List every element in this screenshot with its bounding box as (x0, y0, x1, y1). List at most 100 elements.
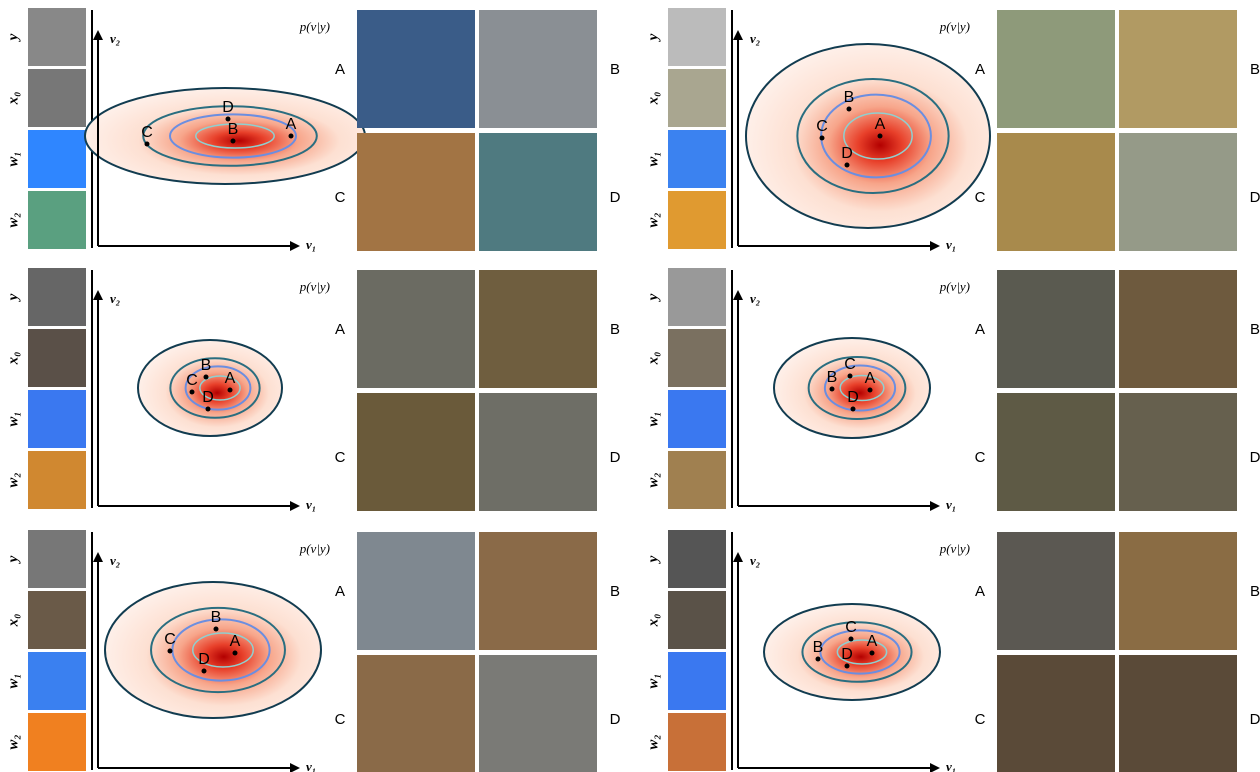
density-label: p(v|y) (299, 279, 330, 294)
y-arrow (93, 30, 103, 40)
image-label: C (975, 449, 986, 466)
image-label: D (610, 189, 621, 206)
density (773, 337, 931, 439)
point-label: D (222, 99, 234, 116)
point-label: A (867, 633, 878, 650)
row-label: y (5, 555, 21, 564)
thumbnail (28, 268, 86, 326)
image-label: B (1250, 61, 1260, 78)
point (230, 138, 236, 144)
row-label: w₁ (5, 151, 21, 166)
contour (796, 77, 950, 195)
thumbnail (28, 713, 86, 771)
thumbnail (668, 130, 726, 188)
point (201, 668, 207, 674)
y-arrow (93, 552, 103, 562)
image-label: B (1250, 583, 1260, 600)
sample-image (1119, 133, 1237, 251)
contour (184, 365, 252, 411)
sample-image (997, 532, 1115, 650)
thumbnail (668, 451, 726, 509)
sample-image (357, 532, 475, 650)
density-label: p(v|y) (939, 279, 970, 294)
contour (836, 639, 888, 665)
thumbnail (28, 130, 86, 188)
image-label: D (610, 449, 621, 466)
point (829, 386, 835, 392)
image-label: A (975, 583, 985, 600)
axis-x-label: v₁ (306, 759, 316, 772)
y-arrow (733, 290, 743, 300)
point-label: D (198, 651, 210, 668)
point (869, 650, 875, 656)
image-label: D (610, 711, 621, 728)
point-label: D (847, 389, 859, 406)
thumbnail (28, 652, 86, 710)
sample-image (997, 270, 1115, 388)
point-label: C (164, 631, 176, 648)
point-label: C (141, 124, 153, 141)
contour (819, 629, 901, 675)
contour (142, 105, 318, 167)
row-label: w₁ (645, 151, 661, 166)
thumbnail (28, 329, 86, 387)
density-label: p(v|y) (939, 19, 970, 34)
axis-x-label: v₁ (946, 497, 956, 512)
contour (839, 374, 885, 402)
point-label: D (202, 389, 214, 406)
image-label: B (1250, 321, 1260, 338)
thumbnail (28, 8, 86, 66)
sample-image (357, 270, 475, 388)
row-label: w₂ (645, 212, 661, 227)
row-label: w₁ (645, 673, 661, 688)
point-label: D (841, 145, 853, 162)
row-label: x₀ (645, 92, 661, 106)
point (167, 648, 173, 654)
density (745, 43, 991, 229)
sample-image (357, 133, 475, 251)
sample-image (479, 655, 597, 772)
point-label: C (816, 118, 828, 135)
point (844, 663, 850, 669)
row-label: x₀ (5, 614, 21, 628)
sample-image (357, 10, 475, 128)
x-arrow (930, 241, 940, 251)
y-arrow (733, 552, 743, 562)
point-label: A (875, 116, 886, 133)
point-label: B (813, 639, 824, 656)
sample-image (1119, 655, 1237, 772)
row-label: x₀ (645, 614, 661, 628)
image-label: B (610, 583, 620, 600)
axis-y-label: v₂ (750, 31, 760, 46)
point (848, 636, 854, 642)
thumbnail (668, 652, 726, 710)
contour (801, 621, 913, 683)
image-label: C (975, 711, 986, 728)
sample-image (1119, 10, 1237, 128)
sample-image (997, 133, 1115, 251)
thumbnail (28, 191, 86, 249)
image-label: B (610, 321, 620, 338)
axis-y-label: v₂ (110, 31, 120, 46)
contour (169, 357, 261, 419)
point (877, 133, 883, 139)
point (844, 162, 850, 168)
image-label: D (1250, 449, 1260, 466)
sample-image (997, 655, 1115, 772)
image-label: C (335, 449, 346, 466)
point (819, 135, 825, 141)
point (213, 626, 219, 632)
row-label: w₁ (5, 411, 21, 426)
thumbnail (668, 390, 726, 448)
x-arrow (930, 763, 940, 772)
row-label: y (5, 33, 21, 42)
point (205, 406, 211, 412)
point (850, 406, 856, 412)
axis-x-label: v₁ (946, 237, 956, 252)
image-label: C (975, 189, 986, 206)
row-label: w₂ (5, 734, 21, 749)
density (137, 339, 283, 437)
row-label: x₀ (645, 352, 661, 366)
